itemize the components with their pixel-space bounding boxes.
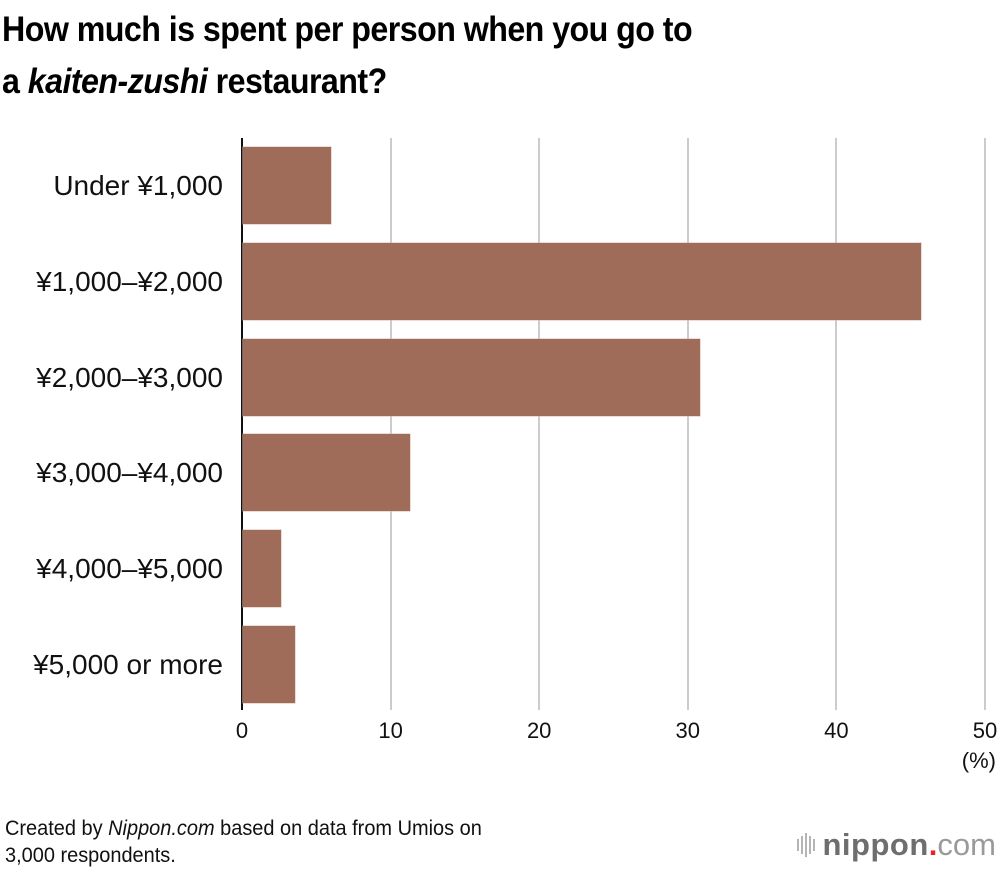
bar: [243, 530, 281, 607]
title-line-2: a kaiten-zushi restaurant?: [2, 62, 387, 101]
x-tick-label: 50: [972, 718, 998, 743]
nippon-logo: nippon. com: [796, 827, 996, 862]
bar-chart-plot: 0 10 20 30 40 50 Under ¥1,000 ¥1,000–¥2,000 ¥2,0…: [33, 138, 998, 743]
category-label: ¥4,000–¥5,000: [36, 553, 223, 584]
logo-tld: com: [937, 827, 996, 862]
y-axis-line: [241, 138, 243, 710]
bar: [243, 434, 410, 511]
x-tick-label: 30: [675, 718, 701, 743]
bar: [243, 339, 700, 416]
bar: [243, 147, 332, 224]
bar: [243, 626, 296, 703]
title-line-1: How much is spent per person when you go…: [2, 10, 693, 49]
x-tick-label: 20: [526, 718, 552, 743]
category-label: ¥1,000–¥2,000: [36, 266, 223, 297]
x-axis-unit-label: (%): [961, 748, 996, 773]
x-tick-label: 40: [824, 718, 849, 743]
gridline-30: [686, 138, 689, 710]
x-tick-label: 0: [235, 718, 249, 743]
source-site-name: Nippon.com: [108, 817, 215, 840]
category-label: Under ¥1,000: [53, 170, 223, 201]
gridline-20: [538, 138, 541, 710]
title-italic-term: kaiten-zushi: [27, 62, 208, 101]
bar: [243, 243, 922, 320]
chart-title: How much is spent per person when you go…: [2, 4, 913, 108]
gridline-50: [984, 138, 986, 710]
logo-dot: .: [928, 827, 938, 862]
gridline-10: [389, 138, 392, 710]
gridline-40: [835, 138, 838, 710]
source-note: Created by Nippon.com based on data from…: [5, 817, 482, 867]
category-label: ¥5,000 or more: [33, 649, 223, 680]
logo-name: nippon: [822, 827, 929, 862]
sound-bars-icon: [796, 833, 815, 857]
x-tick-label: 10: [378, 718, 403, 743]
category-label: ¥2,000–¥3,000: [36, 362, 223, 393]
category-label: ¥3,000–¥4,000: [36, 457, 223, 488]
